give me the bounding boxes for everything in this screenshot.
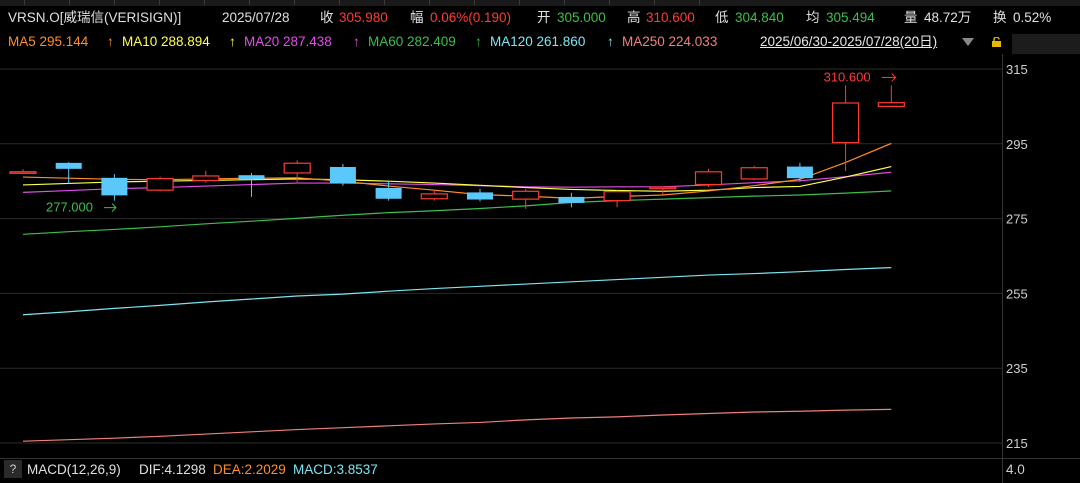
low-annotation: 277.000 [46,200,93,215]
ma5-legend: MA5 295.144 [8,34,89,49]
macd-legend: MACD(12,26,9) DIF:4.1298 DEA:2.2029 MACD… [0,458,1080,481]
quote-info-bar: VRSN.O[威瑞信(VERISIGN)] 2025/07/28 收 305.9… [0,6,1080,30]
candle-body-down [375,187,402,199]
candle-body-up [146,177,174,191]
symbol-label: VRSN.O[威瑞信(VERISIGN)] [8,10,182,25]
ma60-arrow: ↑ [475,34,482,49]
lock-icon[interactable] [991,37,1002,47]
candle-body-down [467,192,493,200]
y-tick-label: 215 [1006,436,1028,451]
candle-body-down [558,196,585,203]
macd-axis-label: 4.0 [1006,462,1025,477]
ma250-line [22,408,892,442]
candle-body-up [831,102,860,144]
candle-body-down [55,162,82,169]
price-axis-divider [1002,54,1003,483]
candle-body-up [192,175,220,182]
ma20-arrow: ↑ [353,34,360,49]
y-tick-label: 295 [1006,137,1028,152]
ma250-legend: MA250 224.033 [622,34,718,49]
high-annotation: 310.600 [824,69,871,84]
y-tick-label: 315 [1006,62,1028,77]
ma60-legend: MA60 282.409 [368,34,456,49]
candle-body-up [877,102,905,107]
close-value: 305.980 [339,10,388,25]
high-value: 310.600 [646,10,695,25]
candle-body-up [603,191,631,202]
period-dropdown-icon[interactable] [962,38,974,46]
open-value: 305.000 [557,10,606,25]
help-button[interactable]: ? [4,460,22,478]
ma10-arrow: ↑ [229,34,236,49]
ma20-legend: MA20 287.438 [244,34,332,49]
macd-value: MACD:3.8537 [293,462,378,477]
high-label: 高 [627,10,641,25]
low-label: 低 [715,10,729,25]
low-value: 304.840 [735,10,784,25]
close-label: 收 [320,10,334,25]
candle-body-up [649,186,677,190]
candle-body-up [512,190,540,200]
change-value: 0.06%(0.190) [430,10,512,25]
ma120-line [22,266,892,316]
avg-value: 305.494 [826,10,875,25]
volume-label: 量 [904,10,918,25]
macd-dea: DEA:2.2029 [213,462,286,477]
macd-label: MACD(12,26,9) [27,462,121,477]
candle-body-down [329,166,356,184]
ma120-legend: MA120 261.860 [490,34,586,49]
ma5-arrow: ↑ [107,34,114,49]
y-tick-label: 235 [1006,361,1028,376]
low-arrowhead [111,203,117,212]
turnover-label: 换 [993,10,1007,25]
open-label: 开 [537,10,551,25]
ma60-line [22,190,892,235]
candle-body-down [786,166,813,179]
y-tick-label: 275 [1006,212,1028,227]
quote-date: 2025/07/28 [222,10,290,25]
top-tab-strip [0,0,1080,6]
period-range-selector[interactable]: 2025/06/30-2025/07/28(20日) [760,34,938,49]
candle-body-down [238,175,265,180]
candle-body-up [740,167,768,180]
toolbar-button-area[interactable] [1012,34,1080,54]
y-tick-label: 255 [1006,286,1028,301]
turnover-value: 0.52% [1013,10,1052,25]
change-label: 幅 [410,10,424,25]
avg-label: 均 [806,10,820,25]
candle-body-down [101,177,128,196]
volume-value: 48.72万 [924,10,972,25]
ma-legend: MA5 295.144 ↑ MA10 288.894 ↑ MA20 287.43… [0,30,1080,54]
candle-body-up [420,193,448,200]
candle-body-up [694,171,723,186]
macd-dif: DIF:4.1298 [139,462,206,477]
ma10-legend: MA10 288.894 [122,34,210,49]
candlestick-chart[interactable]: 315 295 275 255 235 215 310.600 277.000 [0,54,1080,458]
candle-body-up [283,162,311,174]
high-arrowhead [891,73,897,82]
ma120-arrow: ↑ [607,34,614,49]
